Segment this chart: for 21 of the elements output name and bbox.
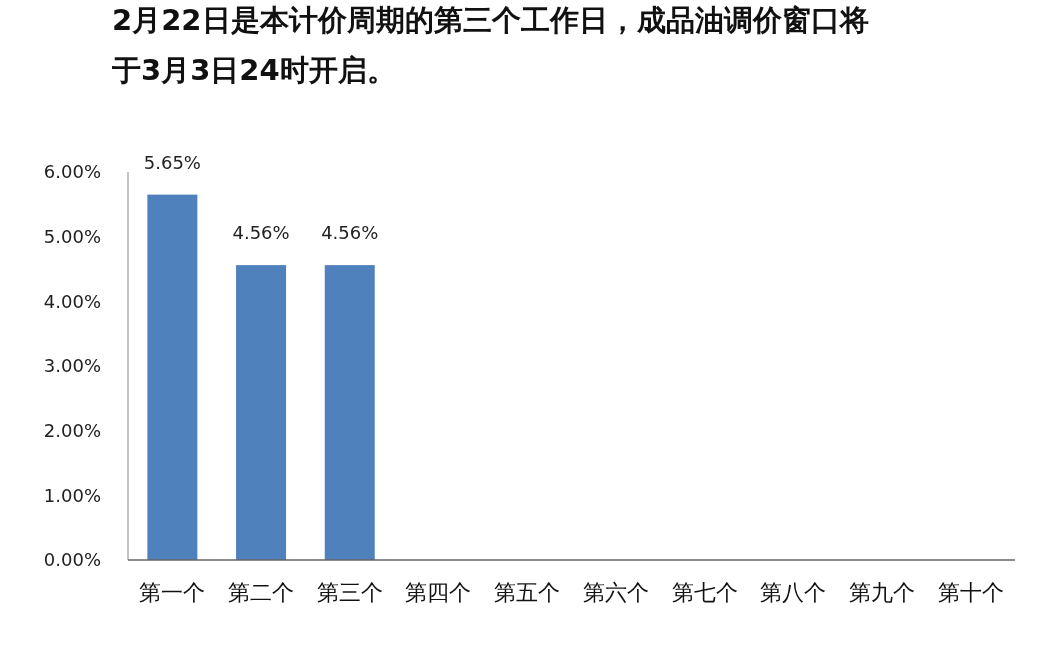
x-tick-label: 第九个: [848, 580, 915, 605]
y-tick-label: 0.00%: [43, 549, 101, 571]
y-tick-label: 3.00%: [43, 355, 101, 377]
x-tick-label: 第十个: [937, 580, 1004, 605]
data-label: 4.56%: [232, 222, 290, 244]
x-tick-label: 第七个: [671, 580, 738, 605]
x-tick-label: 第三个: [316, 580, 383, 605]
x-tick-label: 第一个: [139, 580, 206, 605]
y-tick-label: 2.00%: [43, 419, 101, 441]
data-label: 4.56%: [321, 222, 379, 244]
x-tick-label: 第二个: [228, 580, 295, 605]
y-tick-label: 1.00%: [43, 484, 101, 506]
y-tick-label: 4.00%: [43, 290, 101, 312]
y-tick-label: 5.00%: [43, 225, 101, 247]
x-tick-label: 第四个: [405, 580, 472, 605]
data-label: 5.65%: [143, 151, 201, 173]
x-tick-label: 第五个: [494, 580, 561, 605]
x-tick-label: 第八个: [760, 580, 827, 605]
chart-title: 2月22日是本计价周期的第三个工作日，成品油调价窗口将于3月3日24时开启。: [111, 3, 869, 87]
y-tick-label: 6.00%: [43, 161, 101, 183]
x-tick-label: 第六个: [582, 580, 649, 605]
